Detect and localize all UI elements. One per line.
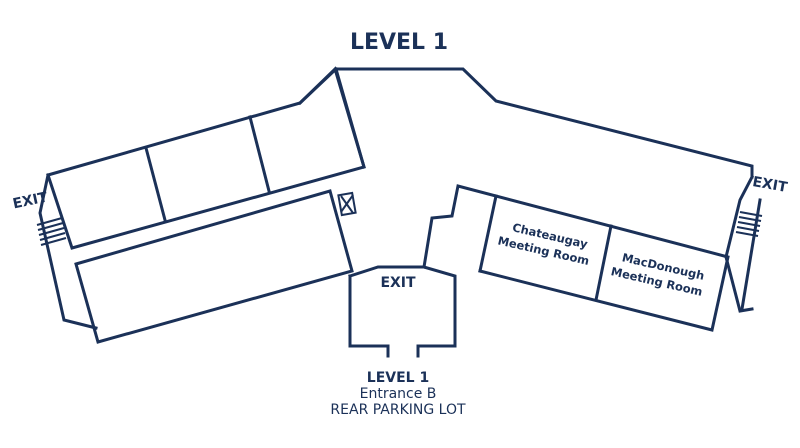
- entrance-location-label: REAR PARKING LOT: [330, 402, 466, 418]
- macdonough-meeting-room: MacDonough Meeting Room: [610, 250, 706, 299]
- central-lobby-wall: [297, 67, 754, 179]
- left-room-divider-2: [248, 115, 271, 193]
- meeting-room-divider: [594, 224, 613, 302]
- exit-label-right: EXIT: [751, 174, 789, 196]
- elevator-icon: [337, 191, 357, 217]
- left-wing-lower-room: [74, 189, 354, 344]
- left-room-divider-1: [144, 146, 167, 222]
- exit-label-center: EXIT: [380, 275, 416, 291]
- left-wing-upper-block: [46, 66, 366, 250]
- right-stairs-icon: [735, 211, 763, 237]
- chateaugay-meeting-room: Chateaugay Meeting Room: [496, 220, 590, 268]
- entrance-name-label: Entrance B: [360, 386, 437, 402]
- left-exterior-wall: [38, 173, 98, 330]
- entrance-level-label: LEVEL 1: [367, 370, 429, 386]
- right-wing-outer-wall: [422, 184, 730, 332]
- right-exterior-wall: [724, 174, 755, 313]
- left-stairs-icon: [36, 217, 67, 246]
- right-wing-corridor-wall: [478, 194, 498, 273]
- exit-label-left: EXIT: [11, 189, 49, 212]
- right-exterior-wall-2: [740, 198, 762, 311]
- entrance-vestibule-wall-left: [348, 274, 390, 358]
- map-title: LEVEL 1: [350, 30, 448, 55]
- entrance-vestibule-wall: [348, 265, 457, 358]
